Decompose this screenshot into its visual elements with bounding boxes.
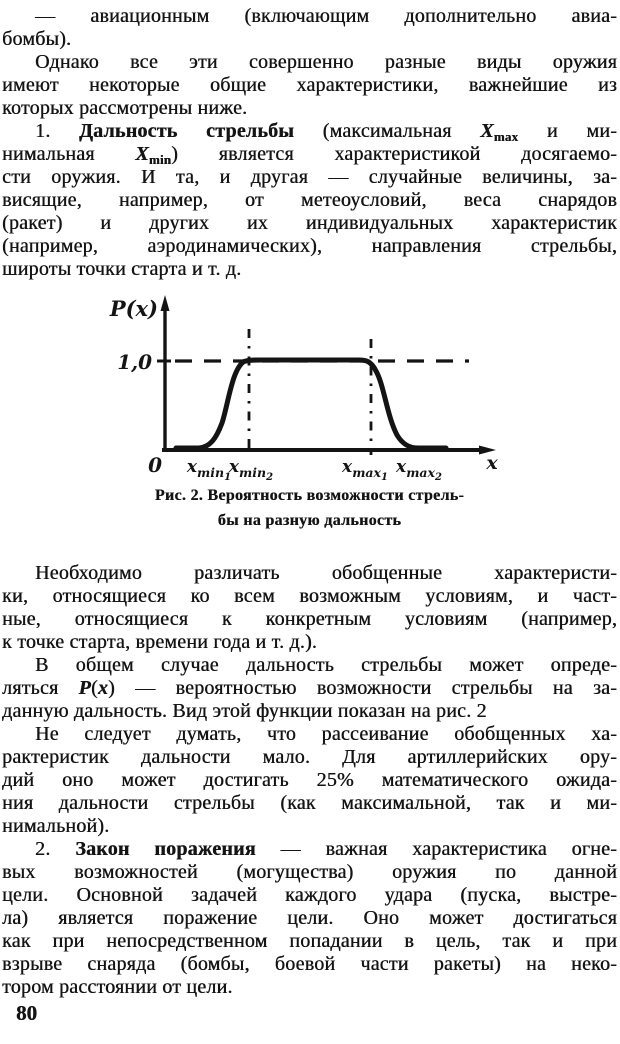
x-tick-label: xmin1 [186, 457, 231, 481]
x-tick-label: xmax1 [341, 457, 388, 481]
text-line: 1. Дальность стрельбы (максимальная Xmax… [35, 120, 617, 143]
text-line: В общем случае дальность стрельбы может … [35, 654, 617, 676]
text-line: — авиационным (включающим дополнительно … [35, 5, 617, 27]
origin-label: 0 [148, 453, 162, 477]
text-line: широты точки старта и т. д. [2, 258, 242, 280]
text-line: (ракет) и других их индивидуальных харак… [2, 212, 617, 234]
text-line: сти оружия. И та, и другая — случайные в… [2, 166, 617, 188]
text-line: ляться P(x) — вероятностью возможности с… [2, 677, 617, 699]
figure-caption-line: бы на разную дальность [217, 512, 402, 529]
text-line: ные, относящиеся к конкретным условиям (… [2, 608, 617, 630]
text-line: цели. Основной задачей каждого удара (пу… [2, 884, 617, 906]
figure-caption: Рис. 2. Вероятность возможности стрель- … [2, 483, 617, 533]
y-axis-label: P(x) [109, 296, 158, 321]
text-line: к точке старта, времени года и т. д.). [2, 631, 317, 653]
text-line: нимальная Xmin) является характеристикой… [2, 143, 617, 166]
x-axis-arrow-icon [479, 445, 496, 455]
figure-ris-2: P(x) 1,0 0 x xmin1 xmin2 xmax1 xmax2 [2, 289, 617, 481]
probability-curve [173, 357, 449, 451]
text-line: нимальной). [2, 815, 110, 837]
text-line: рактеристик дальности мало. Для артиллер… [2, 746, 617, 768]
text-line: бомбы). [2, 28, 72, 50]
text-line: имеют некоторые общие характеристики, ва… [2, 74, 617, 96]
y-axis-arrow-icon [160, 295, 170, 311]
x-tick-label: xmin2 [228, 457, 273, 481]
text-line: тором расстоянии от цели. [2, 976, 233, 998]
page-number: 80 [16, 1001, 37, 1025]
x-axis-label: x [485, 452, 498, 474]
figure-caption-line: Рис. 2. Вероятность возможности стрель- [154, 487, 465, 504]
text-line: которых рассмотрены ниже. [2, 97, 248, 119]
text-line: 2. Закон поражения — важная характеристи… [35, 838, 617, 860]
x-tick-label: xmax2 [395, 457, 442, 481]
text-block-bottom: Необходимо различать обобщенные характер… [2, 562, 617, 999]
text-line: висящие, например, от метеоусловий, веса… [2, 189, 617, 211]
text-line: дий оно может достигать 25% математическ… [2, 769, 617, 791]
y-tick-label: 1,0 [117, 350, 152, 374]
text-line: взрыве снаряда (бомбы, боевой части раке… [2, 953, 617, 975]
text-line: вых возможностей (могущества) оружия по … [2, 861, 617, 883]
text-line: ла) является поражение цели. Оно может д… [2, 907, 617, 929]
text-line: Не следует думать, что рассеивание обобщ… [35, 723, 617, 745]
text-block-top: — авиационным (включающим дополнительно … [2, 5, 617, 281]
text-line: ния дальности стрельбы (как максимальной… [2, 792, 617, 814]
text-line: Необходимо различать обобщенные характер… [35, 562, 617, 584]
text-line: как при непосредственном попадании в цел… [2, 930, 617, 952]
text-line: данную дальность. Вид этой функции показ… [2, 700, 487, 722]
text-line: (например, аэродинамических), направлени… [2, 235, 617, 257]
text-line: Однако все эти совершенно разные виды ор… [35, 51, 617, 73]
text-line: ки, относящиеся ко всем возможным услови… [2, 585, 617, 607]
